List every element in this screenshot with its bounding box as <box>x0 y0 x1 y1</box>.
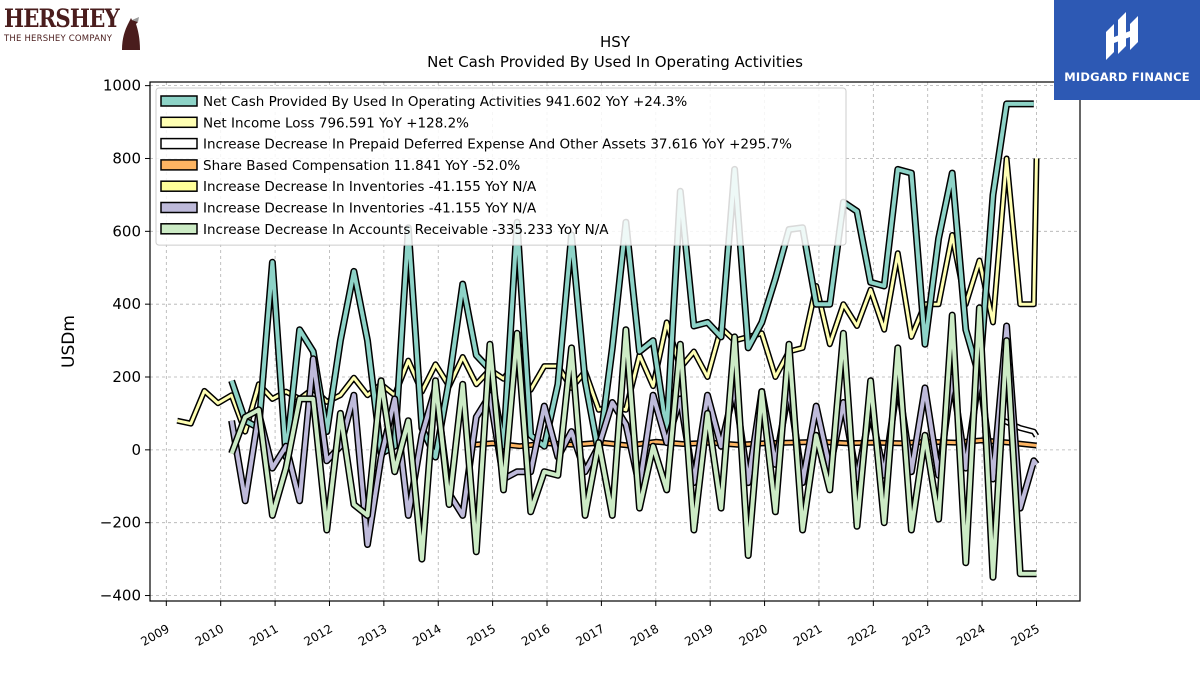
legend-swatch <box>160 116 198 129</box>
chart-title: HSY <box>600 33 631 51</box>
midgard-mark-icon <box>1106 12 1138 60</box>
x-tick-label: 2020 <box>737 621 770 648</box>
kiss-icon <box>122 17 140 50</box>
series-line <box>229 101 1034 460</box>
x-tick-label: 2019 <box>682 621 715 648</box>
legend-swatch <box>160 223 198 235</box>
hershey-logo-wordmark: HERSHEY <box>4 4 120 33</box>
legend-label: Increase Decrease In Accounts Receivable… <box>203 222 609 238</box>
x-tick-label: 2014 <box>410 621 443 648</box>
legend-swatch <box>160 95 198 107</box>
y-tick-label: 600 <box>112 222 141 240</box>
legend-label: Increase Decrease In Prepaid Deferred Ex… <box>203 137 792 153</box>
y-tick-label: 200 <box>112 368 141 386</box>
x-tick-label: 2024 <box>954 621 987 648</box>
y-tick-label: −200 <box>100 514 141 532</box>
series-0 <box>228 100 1034 461</box>
legend-label: Net Cash Provided By Used In Operating A… <box>203 94 687 110</box>
x-tick-label: 2016 <box>519 621 552 648</box>
x-tick-label: 2011 <box>247 621 280 648</box>
hershey-logo: HERSHEY THE HERSHEY COMPANY <box>4 6 144 56</box>
hershey-logo-tagline: THE HERSHEY COMPANY <box>4 34 113 44</box>
x-tick-label: 2025 <box>1009 621 1042 648</box>
series-line <box>229 305 1037 580</box>
legend-label: Share Based Compensation 11.841 YoY -52.… <box>203 158 520 174</box>
x-tick-label: 2013 <box>356 621 389 648</box>
x-tick-label: 2015 <box>465 621 498 648</box>
legend-label: Increase Decrease In Inventories -41.155… <box>203 179 537 195</box>
legend-swatch <box>160 159 198 171</box>
y-tick-label: 400 <box>112 295 141 313</box>
legend-swatch <box>160 137 198 150</box>
chart-plot-frame <box>149 81 1081 602</box>
series-6 <box>228 304 1038 581</box>
legend-box <box>155 87 847 246</box>
x-tick-label: 2010 <box>193 621 226 648</box>
x-tick-label: 2012 <box>302 621 335 648</box>
chart-subtitle: Net Cash Provided By Used In Operating A… <box>427 53 803 71</box>
chart-legend: Net Cash Provided By Used In Operating A… <box>155 87 847 246</box>
y-tick-label: 800 <box>112 149 141 167</box>
x-tick-label: 2023 <box>900 621 933 648</box>
y-tick-label: 1000 <box>103 77 141 95</box>
x-tick-label: 2018 <box>628 621 661 648</box>
y-tick-label: −400 <box>100 587 141 605</box>
midgard-finance-logo: MIDGARD FINANCE <box>1054 0 1200 100</box>
midgard-finance-name: MIDGARD FINANCE <box>1064 70 1190 84</box>
chart-y-axis-label: USDm <box>59 315 79 368</box>
x-tick-label: 2009 <box>138 621 171 648</box>
x-tick-label: 2017 <box>573 621 606 648</box>
legend-label: Net Income Loss 796.591 YoY +128.2% <box>203 115 469 131</box>
x-tick-label: 2021 <box>791 621 824 648</box>
y-tick-label: 0 <box>131 441 141 459</box>
legend-swatch <box>160 201 198 214</box>
chart-series-layer <box>176 100 1040 581</box>
legend-swatch <box>160 180 198 192</box>
legend-label: Increase Decrease In Inventories -41.155… <box>203 201 537 217</box>
x-tick-label: 2022 <box>845 621 878 648</box>
